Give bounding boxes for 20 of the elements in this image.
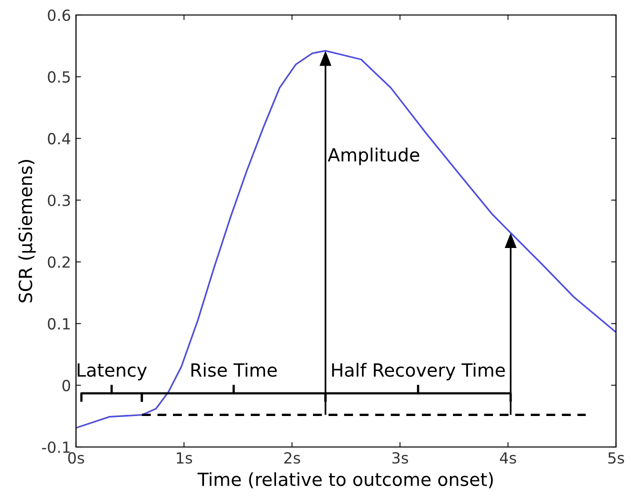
annotation: Half Recovery Time	[332, 362, 505, 380]
x-axis-title: Time (relative to outcome onset)	[198, 472, 493, 488]
y-tick-label: 0.2	[48, 256, 70, 268]
y-tick-label: 0.4	[48, 132, 70, 144]
annotation: Amplitude	[328, 148, 420, 166]
x-tick-label: 0s	[68, 452, 84, 464]
y-tick-label: 0.1	[48, 318, 70, 330]
y-tick-label: 0.3	[48, 194, 70, 206]
y-tick-label: 0	[62, 380, 70, 392]
x-tick-label: 2s	[284, 452, 300, 464]
annotation: Rise Time	[191, 362, 277, 377]
y-axis-title: SCR (µSiemens)	[18, 160, 36, 302]
y-tick-label: 0.5	[48, 71, 70, 83]
annotation: Latency	[78, 363, 147, 380]
x-tick-label: 4s	[500, 452, 516, 464]
x-tick-label: 1s	[176, 452, 192, 464]
x-tick-label: 3s	[392, 452, 408, 464]
y-tick-label: -0.1	[42, 441, 70, 454]
x-tick-label: 5s	[608, 452, 624, 464]
y-tick-label: 0.6	[48, 9, 70, 22]
